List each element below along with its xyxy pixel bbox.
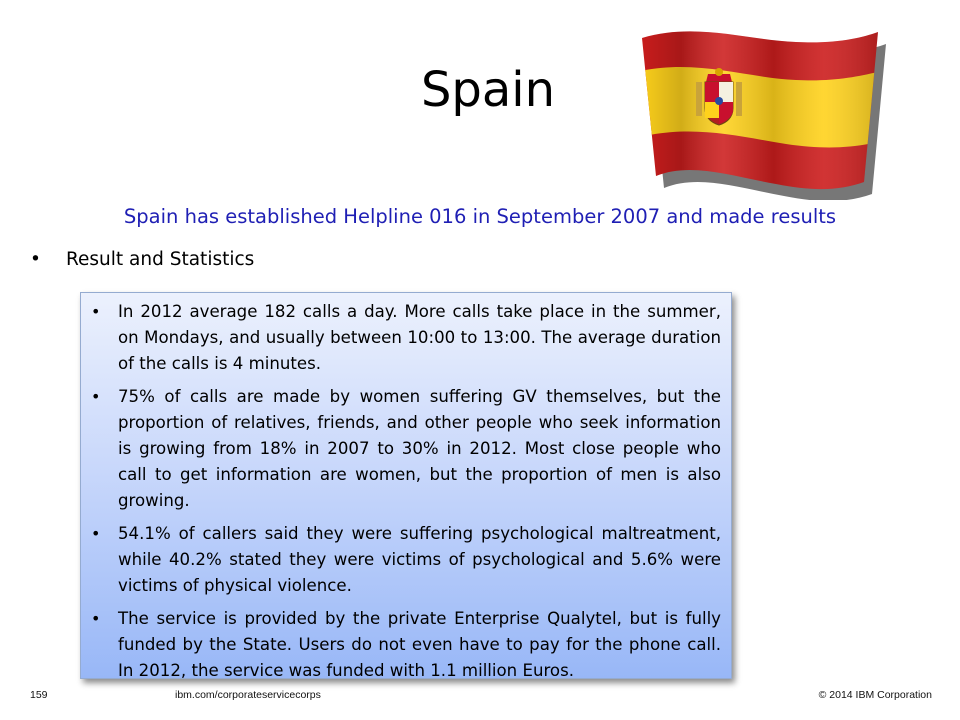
page-number: 159 (30, 689, 48, 701)
statistic-text: The service is provided by the private E… (118, 609, 721, 680)
slide-title: Spain (420, 62, 556, 118)
statistic-text: In 2012 average 182 calls a day. More ca… (118, 302, 721, 373)
statistics-list: • In 2012 average 182 calls a day. More c… (89, 299, 721, 684)
statistic-item: • 54.1% of callers said they were sufferi… (89, 521, 721, 599)
spain-flag-icon (642, 31, 886, 200)
statistic-text: 75% of calls are made by women suffering… (118, 387, 721, 510)
footer-copyright: © 2014 IBM Corporation (818, 689, 932, 701)
statistic-item: • 75% of calls are made by women sufferin… (89, 384, 721, 514)
bullet-glyph: • (91, 524, 101, 543)
main-bullet-label: Result and Statistics (66, 249, 255, 270)
footer-url: ibm.com/corporateservicecorps (175, 689, 321, 701)
bullet-glyph: • (91, 609, 101, 628)
main-bullet: • Result and Statistics (30, 246, 254, 274)
bullet-glyph: • (91, 302, 101, 321)
bullet-glyph: • (30, 249, 41, 270)
slide-subtitle: Spain has established Helpline 016 in Se… (123, 205, 837, 228)
statistics-box: • In 2012 average 182 calls a day. More c… (80, 292, 732, 680)
statistic-text: 54.1% of callers said they were sufferin… (118, 524, 721, 595)
statistic-item: • The service is provided by the private … (89, 606, 721, 684)
bullet-glyph: • (91, 387, 101, 406)
statistic-item: • In 2012 average 182 calls a day. More c… (89, 299, 721, 377)
